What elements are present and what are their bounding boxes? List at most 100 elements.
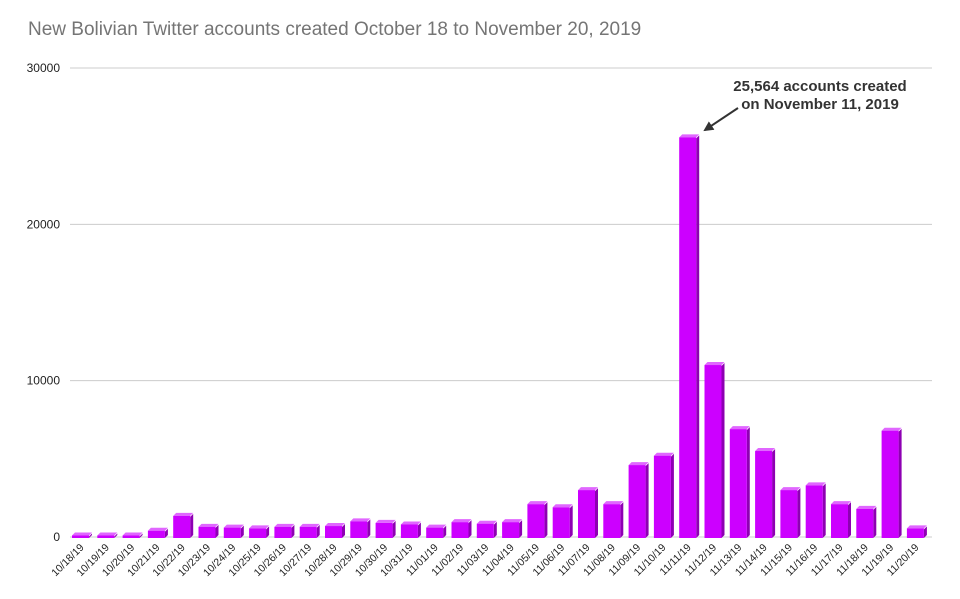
bar-top <box>476 520 497 524</box>
bar-top <box>729 426 750 430</box>
bar <box>122 532 143 538</box>
bar-front <box>704 365 722 538</box>
bar-side <box>468 520 472 538</box>
bar-front <box>350 521 368 538</box>
bar-top <box>780 487 801 491</box>
annotation: 25,564 accounts created on November 11, … <box>703 78 907 132</box>
bar-front <box>451 522 469 538</box>
bar-top <box>299 523 320 527</box>
bar-side <box>164 528 168 538</box>
bar-side <box>797 488 801 538</box>
bar <box>173 512 194 538</box>
bar-side <box>544 502 548 538</box>
bar <box>375 519 396 538</box>
bar-side <box>620 502 624 538</box>
bar <box>755 448 776 538</box>
bar-side <box>367 519 371 538</box>
bar <box>628 462 649 538</box>
bar-front <box>552 507 570 538</box>
bar-top <box>97 532 118 536</box>
bar-side <box>89 533 92 538</box>
bar-side <box>215 524 219 538</box>
bar <box>274 523 295 538</box>
bar <box>578 487 598 538</box>
x-axis: 10/18/1910/19/1910/20/1910/21/1910/22/19… <box>49 542 921 580</box>
bar-side <box>923 526 927 538</box>
bar <box>881 427 902 538</box>
bar-top <box>426 524 447 528</box>
bar-top <box>552 504 573 508</box>
bar <box>856 505 877 538</box>
bar <box>653 452 674 538</box>
y-tick-label: 10000 <box>27 374 61 388</box>
bar-side <box>772 449 776 538</box>
bar <box>249 525 270 538</box>
bar-side <box>721 363 725 538</box>
bar-side <box>291 524 295 538</box>
bar-front <box>249 528 267 538</box>
bar-side <box>822 483 826 538</box>
bar-front <box>325 526 342 538</box>
bar-top <box>502 519 523 523</box>
bar-top <box>147 527 168 531</box>
bar-front <box>400 524 418 538</box>
y-tick-label: 30000 <box>27 61 61 75</box>
bar-top <box>223 524 244 528</box>
bar-top <box>274 523 295 527</box>
bar-top <box>653 452 674 456</box>
bar-front <box>906 528 924 538</box>
bar-side <box>392 520 396 538</box>
bar-front <box>97 535 115 538</box>
bar-top <box>249 525 270 529</box>
bar-top <box>906 525 927 529</box>
bar-top <box>603 501 624 505</box>
bar <box>906 525 927 538</box>
bar-side <box>417 522 421 538</box>
bar-front <box>426 527 444 538</box>
bar-front <box>805 485 823 538</box>
bar-side <box>873 506 877 538</box>
bar <box>805 482 826 538</box>
bar-front <box>198 526 216 538</box>
bar-front <box>476 523 494 538</box>
bar-side <box>746 427 750 538</box>
annotation-line-2: on November 11, 2019 <box>741 96 899 113</box>
bar-side <box>595 488 598 538</box>
bar <box>780 487 801 538</box>
bar-front <box>274 526 292 538</box>
bar <box>97 532 118 538</box>
bar <box>552 504 573 538</box>
bar-front <box>856 508 874 538</box>
bar-front <box>527 504 545 538</box>
bar-top <box>375 519 396 523</box>
bar <box>704 362 725 538</box>
bar-top <box>325 523 345 527</box>
bar-top <box>350 518 371 522</box>
bar <box>603 501 624 538</box>
bar-top <box>805 482 826 486</box>
bar <box>147 527 168 538</box>
bar <box>679 134 700 538</box>
bar-front <box>502 522 520 538</box>
bar-front <box>729 429 747 538</box>
bar <box>400 521 421 538</box>
bar-front <box>831 504 848 538</box>
bar-side <box>670 453 674 538</box>
bar-front <box>628 465 646 538</box>
bar-top <box>679 134 700 138</box>
y-tick-label: 20000 <box>27 217 61 231</box>
bar-top <box>400 521 421 525</box>
bar-front <box>881 430 899 538</box>
bar <box>831 501 851 538</box>
bar-top <box>704 362 725 366</box>
bar-side <box>139 533 143 538</box>
bar-top <box>173 512 194 516</box>
bar-top <box>72 532 92 536</box>
bar <box>476 520 497 538</box>
bar-front <box>223 527 241 538</box>
bar-side <box>443 525 447 538</box>
bar-side <box>848 502 851 538</box>
bar-side <box>519 520 523 538</box>
bar-front <box>72 535 89 538</box>
